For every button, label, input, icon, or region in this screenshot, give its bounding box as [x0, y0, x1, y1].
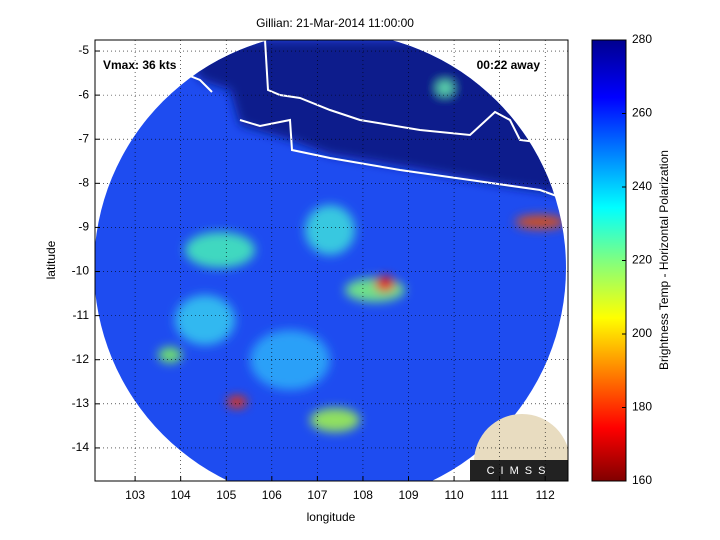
colorbar [591, 39, 627, 482]
colorbar-label: Brightness Temp - Horizontal Polarizatio… [657, 150, 671, 370]
chart-title: Gillian: 21-Mar-2014 11:00:00 [256, 16, 414, 30]
x-tick-label: 104 [171, 488, 191, 502]
colorbar-tick-label: 240 [632, 179, 652, 193]
y-tick-label: -8 [78, 175, 89, 189]
y-tick-label: -14 [72, 440, 90, 454]
x-tick-label: 111 [491, 488, 510, 502]
y-tick-label: -11 [73, 308, 90, 322]
y-tick-label: -9 [78, 220, 89, 234]
y-axis-label: latitude [44, 240, 58, 279]
colorbar-tick-label: 260 [632, 106, 652, 120]
x-tick-label: 103 [125, 488, 145, 502]
colorbar-tick-label: 200 [632, 326, 652, 340]
x-tick-label: 110 [445, 488, 464, 502]
x-axis-label: longitude [307, 510, 356, 524]
y-tick-label: -13 [72, 396, 90, 410]
colorbar-tick-label: 160 [632, 473, 652, 487]
y-tick-label: -7 [78, 131, 89, 145]
x-tick-label: 112 [536, 488, 555, 502]
colorbar-tick-label: 280 [632, 32, 652, 46]
plot-frame [94, 39, 569, 482]
x-tick-label: 107 [307, 488, 327, 502]
x-tick-label: 106 [262, 488, 282, 502]
x-tick-label: 105 [216, 488, 236, 502]
y-tick-label: -6 [78, 87, 89, 101]
y-tick-label: -12 [72, 352, 90, 366]
logo: CIMSS [470, 414, 568, 481]
colorbar-tick-label: 220 [632, 253, 652, 267]
annotation: Vmax: 36 kts [103, 58, 177, 72]
logo-text: CIMSS [487, 465, 552, 477]
colorbar-tick-label: 180 [632, 400, 652, 414]
y-tick-label: -5 [78, 43, 89, 57]
y-tick-label: -10 [72, 264, 90, 278]
x-tick-label: 108 [353, 488, 373, 502]
x-tick-label: 109 [398, 488, 418, 502]
annotation: 00:22 away [477, 58, 541, 72]
